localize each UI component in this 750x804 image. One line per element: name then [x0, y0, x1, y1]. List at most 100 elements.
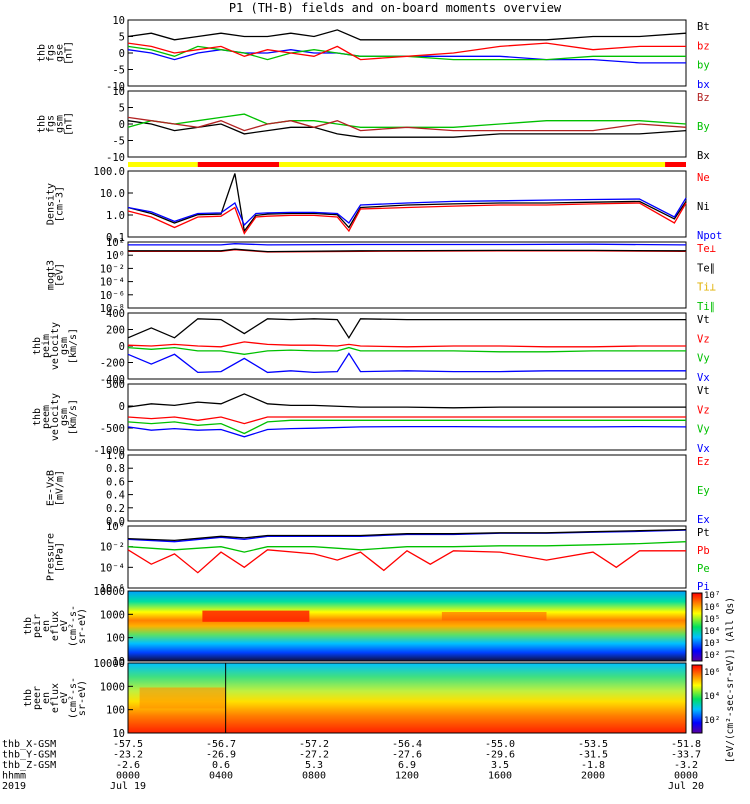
peem-ylabel: thb [32, 408, 43, 426]
x-row-label: hhmm [2, 771, 26, 782]
x-row-value: 0.6 [212, 760, 230, 771]
peer-ylabel: thb [23, 689, 34, 707]
pressure-ytick-label: 10⁻⁶ [100, 583, 125, 595]
peer-warm-band [139, 687, 226, 709]
gsm-ylabel: gsm [55, 115, 66, 133]
gsm-ytick-label: 10 [112, 86, 125, 98]
density-legend-Npot: Npot [697, 230, 722, 242]
x-row-value: 0800 [302, 771, 326, 782]
peer-ytick-label: 10 [112, 728, 125, 740]
fgs-ytick-label: 0 [119, 48, 125, 60]
pressure-legend-Pe: Pe [697, 563, 710, 575]
pressure-legend-Pb: Pb [697, 545, 710, 557]
pressure-ytick-label: 10⁰ [106, 521, 125, 533]
peem-ytick-label: -1000 [93, 445, 125, 457]
x-row-value: 2000 [581, 771, 605, 782]
peim-ylabel: thb [32, 337, 43, 355]
pressure-frame [127, 525, 687, 589]
temp-legend-Te∥: Te∥ [697, 262, 715, 274]
colorbar: 10⁷ 10⁶ 10⁵ 10⁴ 10³ 10² 10⁶ 10⁴ 10² [eV/(cm²-sec-… [691, 591, 736, 763]
pressure-ylabel: [nPa] [55, 542, 66, 572]
fgs-legend-bx: bx [697, 79, 710, 91]
peim-ylabel: [km/s] [68, 328, 79, 364]
efield-ylabel: [mV/m] [55, 470, 66, 506]
efield-ylabel: E=-VxB [46, 470, 57, 506]
x-row-value: 5.3 [305, 760, 323, 771]
colorbar-title: [eV/(cm²-sec-sr-eV)] (All Qs) [725, 597, 736, 763]
peim-legend-Vz: Vz [697, 333, 710, 345]
gsm-ytick-label: -5 [112, 136, 125, 148]
peer-ylabel: peer [32, 686, 43, 710]
x-row-value: 3.5 [491, 760, 509, 771]
x-row-value: -31.5 [578, 750, 608, 761]
x-row-value: -53.5 [578, 739, 608, 750]
density-ytick-label: 100.0 [93, 166, 125, 178]
peir-ytick-label: 1000 [100, 609, 125, 621]
efield-ytick-label: 0.8 [106, 463, 125, 475]
x-row-value: -3.2 [674, 760, 698, 771]
peer-ylabel: en [41, 692, 52, 704]
density-ytick-label: 0.1 [106, 232, 125, 244]
fgs-legend-bz: bz [697, 40, 710, 52]
pressure-legend-Pt: Pt [697, 527, 710, 539]
temp-series-Ti [128, 243, 686, 246]
peim-ytick-label: 400 [106, 308, 125, 320]
temp-ytick-label: 10⁻⁴ [100, 277, 125, 289]
gsm-series-By [127, 113, 687, 128]
pressure-series-Pb [127, 549, 686, 574]
x-row-value: -51.8 [671, 739, 701, 750]
temp-legend-Ti⊥: Ti⊥ [697, 282, 716, 294]
x-row-label: thb_X-GSM [2, 739, 56, 750]
peir-warm-band [441, 612, 547, 621]
peem-legend-Vz: Vz [697, 404, 710, 416]
efield-ytick-label: 0.0 [106, 516, 125, 528]
density-ytick-label: 1.0 [106, 210, 125, 222]
peim-ytick-label: 200 [106, 325, 125, 337]
fgs-ylabel: gse [55, 44, 66, 62]
peem-series-Vz [127, 416, 686, 425]
density-ytick-label: 10.0 [100, 188, 125, 200]
peem-series-Vt [127, 393, 686, 409]
gsm-series-Bz [127, 116, 687, 132]
peir-ytick-label: 10 [112, 656, 125, 668]
x-row-value: -27.6 [392, 750, 422, 761]
pressure-ytick-label: 10⁻⁴ [100, 562, 125, 574]
temp-ytick-label: 10² [106, 237, 125, 249]
peem-ylabel: gsm [59, 408, 70, 426]
peem-ytick-label: 0 [119, 401, 125, 413]
fgs-ytick-label: 10 [112, 15, 125, 27]
panel-efield: 1.00.80.6 0.40.20.0 E=-VxB[mV/m] Ez Ey Ex [46, 450, 710, 528]
peem-ylabel: peem [41, 405, 52, 429]
panels: 1050-5-10thbfgsgse[nT]Btbzbybx1050-5-10t… [23, 15, 722, 740]
colorbar-peer [691, 664, 703, 734]
peir-ylabel: thb [23, 617, 34, 635]
panel-peir: 10000 1000 100 10 thbpeirenefluxeV(cm²-s-sr-… [23, 586, 687, 668]
temp-ytick-label: 10⁻⁸ [100, 303, 125, 315]
pressure-series-Pe [127, 541, 687, 553]
colorbar-tick-label: 10⁴ [704, 627, 720, 637]
peim-legend-Vx: Vx [697, 372, 710, 384]
peim-ytick-label: 0 [119, 341, 125, 353]
peir-ylabel: sr-eV) [77, 608, 88, 644]
peim-ytick-label: -400 [100, 374, 125, 386]
gsm-ylabel: fgs [46, 115, 57, 133]
x-row-value: 1600 [488, 771, 512, 782]
x-row-value: -56.4 [392, 739, 422, 750]
peir-spectrogram [128, 591, 686, 661]
mode-bar [128, 162, 686, 167]
peem-ylabel: velocity [50, 393, 61, 441]
peer-ylabel: eV [59, 692, 70, 704]
x-row-value: 0000 [674, 771, 698, 782]
peim-series-Vy [127, 346, 686, 355]
density-series-Npot [127, 197, 687, 227]
peem-legend-Vt: Vt [697, 385, 710, 397]
mode-bar-segment [197, 162, 280, 167]
peer-ylabel: eflux [50, 683, 61, 713]
x-row-value: -2.6 [116, 760, 140, 771]
gsm-ytick-label: 0 [119, 119, 125, 131]
efield-ytick-label: 0.4 [106, 490, 125, 502]
peim-series-Vz [127, 341, 686, 348]
density-ylabel: [cm-3] [55, 186, 66, 222]
